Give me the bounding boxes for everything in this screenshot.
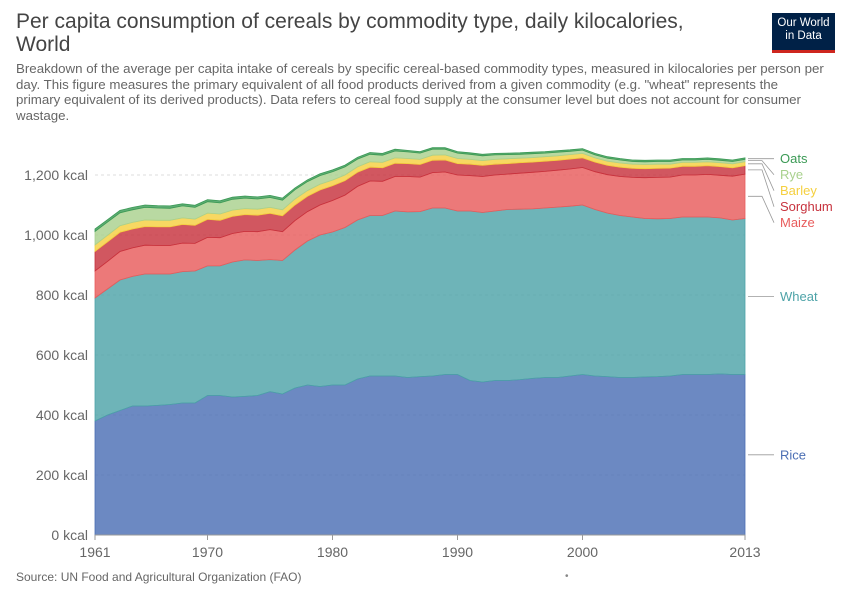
logo-line-1: Our World bbox=[777, 17, 830, 29]
legend-label-rye[interactable]: Rye bbox=[780, 167, 803, 182]
legend-connector bbox=[748, 160, 775, 175]
legend-connector bbox=[748, 169, 775, 207]
y-tick-label: 200 kcal bbox=[36, 467, 88, 483]
y-tick-label: 1,200 kcal bbox=[24, 167, 88, 183]
chart-title: Per capita consumption of cereals by com… bbox=[16, 10, 684, 56]
legend-label-rice[interactable]: Rice bbox=[780, 447, 806, 462]
x-axis: 1961 1970 1980 1990 2000 2013 bbox=[79, 534, 761, 560]
legend-label-sorghum[interactable]: Sorghum bbox=[780, 199, 833, 214]
y-axis-ticks: 0 kcal 200 kcal 400 kcal 600 kcal 800 kcal 1,… bbox=[24, 167, 88, 543]
legend-label-maize[interactable]: Maize bbox=[780, 215, 815, 230]
legend-label-oats[interactable]: Oats bbox=[780, 151, 808, 166]
y-tick-label: 0 kcal bbox=[51, 527, 88, 543]
logo-line-2: in Data bbox=[785, 30, 822, 42]
legend-label-barley[interactable]: Barley bbox=[780, 183, 817, 198]
series-areas bbox=[94, 147, 746, 536]
x-tick-label: 1970 bbox=[192, 544, 223, 560]
y-tick-label: 600 kcal bbox=[36, 347, 88, 363]
x-tick-label: 1961 bbox=[79, 544, 110, 560]
y-tick-label: 1,000 kcal bbox=[24, 227, 88, 243]
footer-dot: • bbox=[565, 571, 569, 582]
x-tick-label: 2000 bbox=[567, 544, 598, 560]
x-tick-label: 1990 bbox=[442, 544, 473, 560]
legend-label-wheat[interactable]: Wheat bbox=[780, 289, 818, 304]
x-tick-label: 2013 bbox=[729, 544, 760, 560]
chart-subtitle: Breakdown of the average per capita inta… bbox=[16, 61, 824, 123]
owid-logo[interactable]: Our World in Data bbox=[772, 13, 835, 53]
legend-connector bbox=[748, 195, 775, 223]
legend-connector bbox=[748, 163, 775, 191]
area-oats[interactable] bbox=[94, 147, 746, 233]
source-note[interactable]: Source: UN Food and Agricultural Organiz… bbox=[16, 570, 302, 584]
y-tick-label: 800 kcal bbox=[36, 287, 88, 303]
x-tick-label: 1980 bbox=[317, 544, 348, 560]
logo-accent-bar bbox=[772, 50, 835, 53]
y-tick-label: 400 kcal bbox=[36, 407, 88, 423]
